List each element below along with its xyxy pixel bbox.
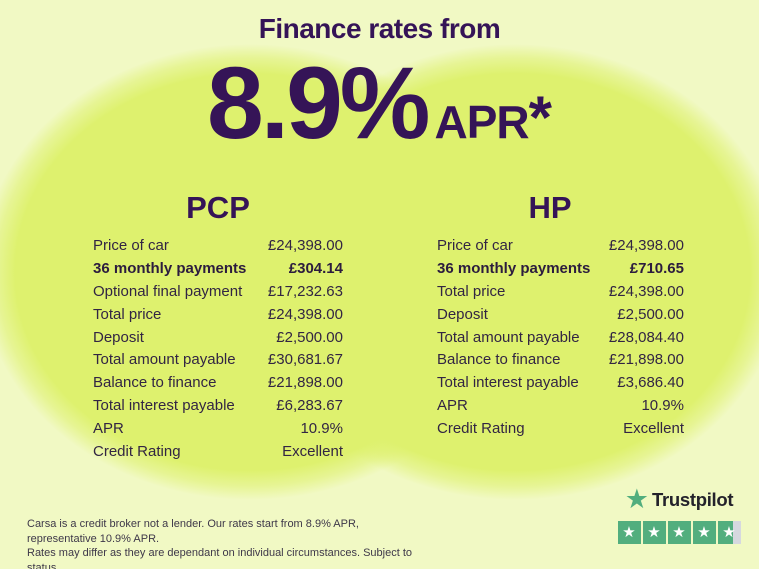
table-row: Price of car £24,398.00 xyxy=(437,234,684,257)
row-value: £2,500.00 xyxy=(617,305,684,323)
row-value: £3,686.40 xyxy=(617,374,684,392)
row-value: £24,398.00 xyxy=(267,305,343,323)
table-row: Balance to finance £21,898.00 xyxy=(93,371,343,394)
table-row: Total amount payable £30,681.67 xyxy=(93,348,343,371)
table-row: Optional final payment £17,232.63 xyxy=(93,280,343,303)
trustpilot-badge[interactable]: ★ Trustpilot ★ ★ ★ ★ ★ xyxy=(616,486,742,544)
hp-table: Price of car £24,398.00 36 monthly payme… xyxy=(437,234,684,440)
row-value: £304.14 xyxy=(288,259,343,277)
row-label: Total interest payable xyxy=(93,397,235,415)
apr-label: APR xyxy=(434,96,530,148)
table-row: Total amount payable £28,084.40 xyxy=(437,326,684,349)
pcp-heading: PCP xyxy=(186,190,250,225)
row-label: 36 monthly payments xyxy=(437,259,591,277)
row-value: Excellent xyxy=(623,420,684,438)
row-label: Total interest payable xyxy=(437,374,579,392)
trustpilot-logo: ★ Trustpilot xyxy=(616,486,742,514)
row-value: £2,500.00 xyxy=(276,328,343,346)
disclaimer-line-2: Rates may differ as they are dependant o… xyxy=(27,547,413,569)
row-value: 10.9% xyxy=(641,397,684,415)
table-row: Total price £24,398.00 xyxy=(437,280,684,303)
legal-disclaimer: Carsa is a credit broker not a lender. O… xyxy=(27,517,427,569)
row-value: £24,398.00 xyxy=(267,236,343,254)
row-label: Credit Rating xyxy=(93,442,181,460)
row-label: Balance to finance xyxy=(437,351,561,369)
row-value: £30,681.67 xyxy=(267,351,343,369)
rate-value: 8.9% xyxy=(207,46,430,160)
row-label: 36 monthly payments xyxy=(93,259,247,277)
row-value: 10.9% xyxy=(300,420,343,438)
trustpilot-rating-stars: ★ ★ ★ ★ ★ xyxy=(616,521,742,544)
row-label: APR xyxy=(437,397,468,415)
row-label: Price of car xyxy=(437,236,513,254)
hp-heading: HP xyxy=(528,190,572,225)
rating-star-icon: ★ xyxy=(667,521,691,544)
rating-star-icon: ★ xyxy=(642,521,666,544)
row-label: Optional final payment xyxy=(93,282,243,300)
table-row: Credit Rating Excellent xyxy=(93,440,343,463)
row-value: £28,084.40 xyxy=(608,328,684,346)
row-value: £17,232.63 xyxy=(267,282,343,300)
row-value: £710.65 xyxy=(629,259,684,277)
background-circle-right xyxy=(245,44,759,500)
rating-star-half-icon: ★ xyxy=(717,521,741,544)
row-label: Total amount payable xyxy=(437,328,580,346)
row-label: Total price xyxy=(93,305,162,323)
row-value: £24,398.00 xyxy=(608,282,684,300)
row-value: £21,898.00 xyxy=(267,374,343,392)
table-row: Credit Rating Excellent xyxy=(437,417,684,440)
table-row: Total interest payable £3,686.40 xyxy=(437,371,684,394)
row-value: £6,283.67 xyxy=(276,397,343,415)
disclaimer-line-1: Carsa is a credit broker not a lender. O… xyxy=(27,518,359,545)
table-row: Balance to finance £21,898.00 xyxy=(437,348,684,371)
row-label: Deposit xyxy=(93,328,144,346)
table-row: Total price £24,398.00 xyxy=(93,303,343,326)
page-title: Finance rates from xyxy=(258,13,501,44)
table-row: Deposit £2,500.00 xyxy=(93,326,343,349)
apr-asterisk: * xyxy=(528,84,552,151)
pcp-table: Price of car £24,398.00 36 monthly payme… xyxy=(93,234,343,463)
row-label: Total amount payable xyxy=(93,351,236,369)
table-row: 36 monthly payments £304.14 xyxy=(93,257,343,280)
trustpilot-brand-text: Trustpilot xyxy=(651,489,734,510)
table-row: 36 monthly payments £710.65 xyxy=(437,257,684,280)
table-row: APR 10.9% xyxy=(93,417,343,440)
row-value: £21,898.00 xyxy=(608,351,684,369)
row-label: Price of car xyxy=(93,236,169,254)
row-label: APR xyxy=(93,420,124,438)
trustpilot-star-icon: ★ xyxy=(624,484,649,515)
row-label: Deposit xyxy=(437,305,488,323)
rating-star-icon: ★ xyxy=(692,521,716,544)
row-value: £24,398.00 xyxy=(608,236,684,254)
row-label: Credit Rating xyxy=(437,420,525,438)
row-label: Balance to finance xyxy=(93,374,217,392)
row-value: Excellent xyxy=(282,442,343,460)
table-row: Deposit £2,500.00 xyxy=(437,303,684,326)
table-row: APR 10.9% xyxy=(437,394,684,417)
row-label: Total price xyxy=(437,282,506,300)
table-row: Total interest payable £6,283.67 xyxy=(93,394,343,417)
headline-rate: 8.9% APR * xyxy=(0,52,759,154)
rating-star-icon: ★ xyxy=(617,521,641,544)
table-row: Price of car £24,398.00 xyxy=(93,234,343,257)
